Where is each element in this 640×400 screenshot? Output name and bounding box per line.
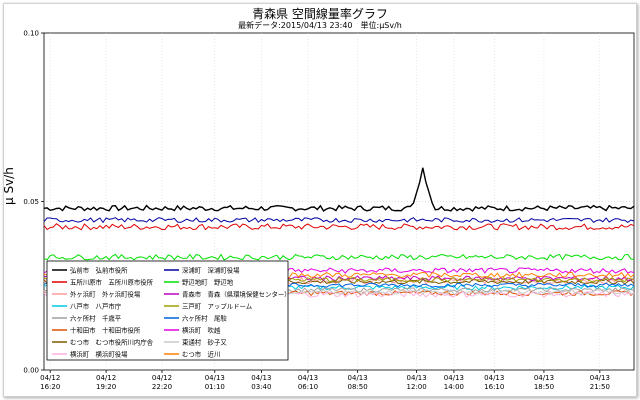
series-line [43, 217, 635, 224]
series-line [43, 253, 635, 261]
x-tick-date: 04/13 [348, 374, 368, 382]
chart-subtitle: 最新データ:2015/04/13 23:40 単位:μSv/h [238, 21, 402, 30]
legend-label: 十和田市 十和田市役所 [70, 325, 141, 334]
x-tick-date: 04/12 [96, 374, 116, 382]
x-tick-time: 21:50 [590, 383, 610, 391]
x-tick-time: 14:00 [444, 383, 464, 391]
legend-label: 五所川原市 五所川原市役所 [70, 277, 154, 286]
x-tick-date: 04/12 [40, 374, 60, 382]
x-tick-time: 19:20 [96, 383, 116, 391]
x-tick-time: 16:20 [40, 383, 60, 391]
x-tick-date: 04/13 [251, 374, 271, 382]
y-tick-label: 0.10 [23, 30, 39, 38]
legend-label: 青森市 青森（県環境保健センター） [182, 289, 291, 298]
legend-label: 六ヶ所村 千歳平 [70, 313, 122, 322]
x-tick-date: 04/13 [444, 374, 464, 382]
x-tick-date: 04/13 [484, 374, 504, 382]
legend-label: 弘前市 弘前市役所 [70, 265, 128, 274]
legend-label: 野辺地町 野辺地 [182, 277, 234, 286]
legend-label: 東通村 砂子又 [182, 337, 227, 346]
legend-label: 六ヶ所村 尾駮 [182, 313, 227, 322]
x-tick-date: 04/12 [152, 374, 172, 382]
x-tick-date: 04/13 [205, 374, 225, 382]
legend-label: 八戸市 八戸市庁 [70, 301, 122, 310]
legend-label: 深浦町 深浦町役場 [182, 265, 240, 274]
x-tick-time: 22:20 [152, 383, 172, 391]
x-tick-time: 18:50 [534, 383, 554, 391]
x-tick-time: 01:10 [205, 383, 225, 391]
x-tick-date: 04/13 [534, 374, 554, 382]
y-tick-label: 0.00 [23, 367, 39, 375]
x-tick-time: 12:00 [407, 383, 427, 391]
series-line [43, 167, 635, 212]
x-tick-time: 16:10 [484, 383, 504, 391]
legend-label: 三戸町 アップルドーム [182, 302, 252, 310]
legend-label: 横浜町 横浜町役場 [70, 349, 128, 358]
x-tick-date: 04/13 [407, 374, 427, 382]
legend-label: むつ市 むつ市役所川内庁舎 [70, 337, 154, 346]
x-tick-date: 04/13 [298, 374, 318, 382]
legend-label: むつ市 近川 [182, 349, 220, 358]
x-tick-time: 08:50 [348, 383, 368, 391]
legend-label: 外ヶ浜町 外ヶ浜町役場 [70, 289, 141, 298]
x-tick-time: 03:40 [251, 383, 271, 391]
legend-label: 横浜町 吹越 [182, 325, 221, 334]
series-line [43, 223, 635, 231]
chart-title: 青森県 空間線量率グラフ [252, 7, 388, 21]
x-tick-date: 04/13 [590, 374, 610, 382]
y-tick-label: 0.05 [23, 198, 39, 206]
x-tick-time: 06:10 [298, 383, 318, 391]
legend-box [46, 260, 289, 361]
